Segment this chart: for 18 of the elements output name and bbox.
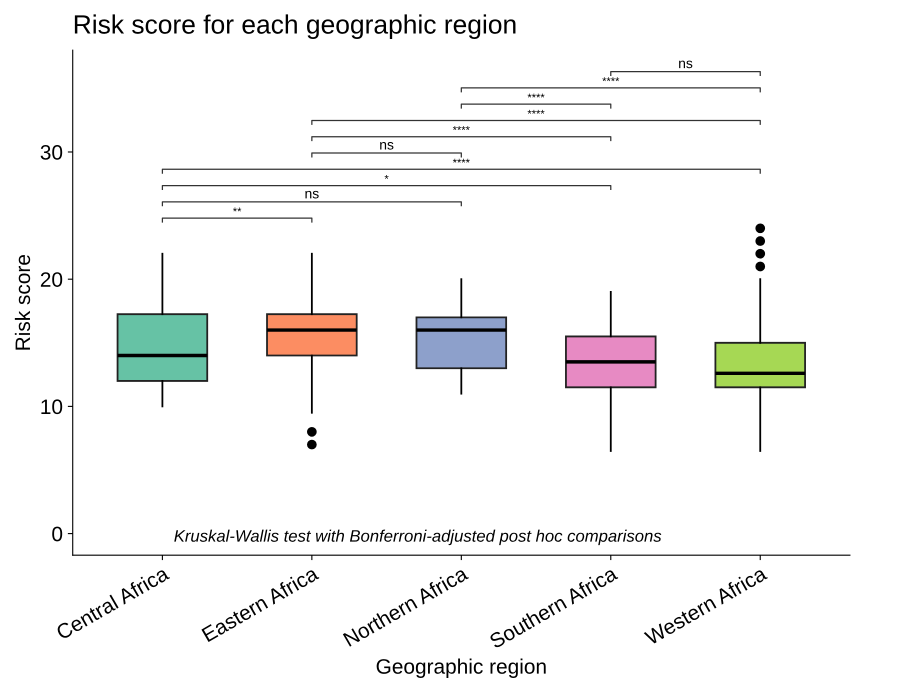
y-axis-title: Risk score [14, 255, 30, 350]
y-tick-label: 0 [52, 526, 62, 542]
annotation: **** [452, 158, 470, 163]
chart-title: Risk score for each geographic region [74, 14, 516, 40]
annotation: **** [528, 94, 545, 98]
annotation: **** [528, 110, 545, 114]
y-tick-label: 30 [40, 144, 62, 160]
annotation: ns [679, 60, 692, 68]
annotation: ns [305, 190, 319, 198]
annotation: **** [602, 77, 620, 82]
annotation: ** [232, 208, 242, 212]
y-tick-label: 20 [40, 272, 62, 287]
annotation: ns [380, 142, 394, 150]
annotation: * [384, 174, 389, 179]
annotation: Kruskal-Wallis test with Bonferroni-adjusted post hoc comparisons [174, 530, 662, 546]
y-tick-label: 10 [41, 399, 62, 414]
annotation: **** [452, 126, 470, 130]
x-axis-title: Geographic region [376, 658, 546, 678]
